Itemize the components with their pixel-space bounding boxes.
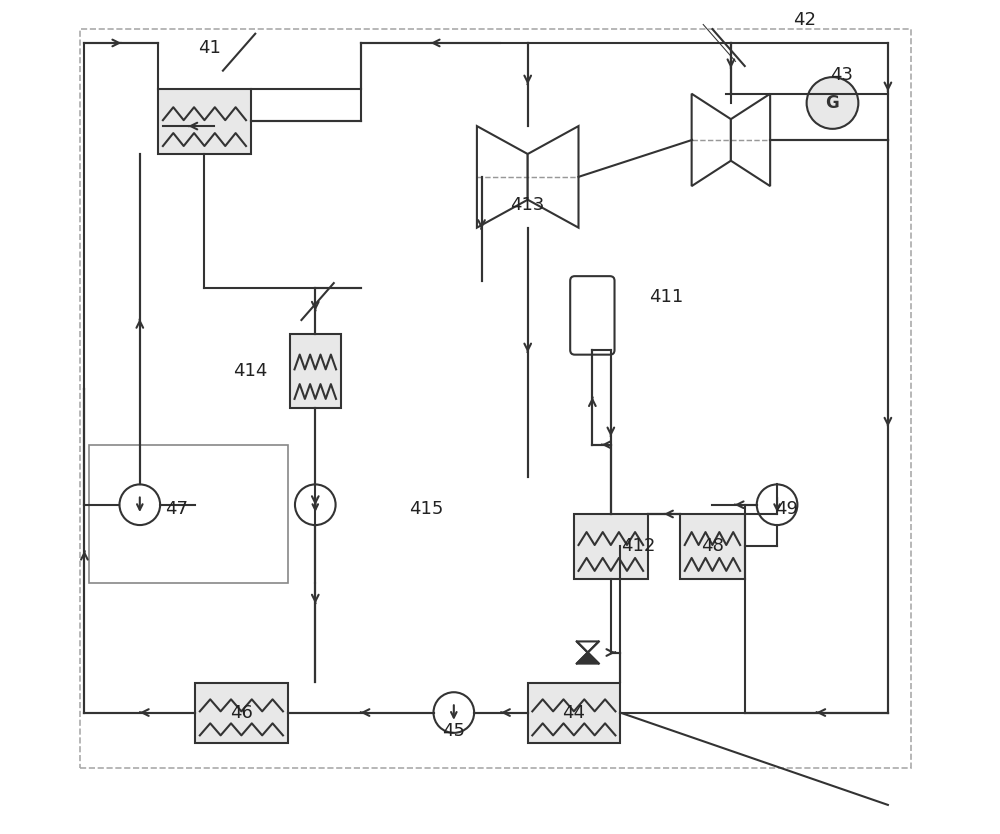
Polygon shape bbox=[577, 652, 599, 664]
Circle shape bbox=[757, 485, 797, 525]
Text: 43: 43 bbox=[830, 66, 853, 84]
Bar bbox=[528, 682, 620, 742]
Polygon shape bbox=[528, 126, 579, 228]
Bar bbox=[195, 682, 288, 742]
Polygon shape bbox=[731, 93, 770, 186]
Text: 47: 47 bbox=[165, 500, 188, 519]
Text: 415: 415 bbox=[409, 500, 443, 519]
Bar bbox=[680, 514, 745, 579]
Bar bbox=[80, 29, 911, 768]
Text: 46: 46 bbox=[230, 704, 253, 721]
Text: 42: 42 bbox=[793, 11, 816, 29]
Circle shape bbox=[295, 485, 336, 525]
Polygon shape bbox=[692, 93, 731, 186]
Text: 49: 49 bbox=[775, 500, 798, 519]
Polygon shape bbox=[477, 126, 528, 228]
Circle shape bbox=[807, 77, 858, 128]
Text: 44: 44 bbox=[562, 704, 585, 721]
Text: 414: 414 bbox=[233, 362, 268, 379]
Text: G: G bbox=[826, 94, 839, 112]
Text: 412: 412 bbox=[621, 537, 656, 555]
Text: 411: 411 bbox=[649, 288, 683, 306]
Text: 45: 45 bbox=[442, 722, 465, 740]
Circle shape bbox=[434, 692, 474, 733]
Text: 413: 413 bbox=[511, 196, 545, 214]
FancyBboxPatch shape bbox=[570, 276, 615, 354]
Bar bbox=[158, 89, 251, 153]
Circle shape bbox=[119, 485, 160, 525]
Bar bbox=[290, 334, 341, 408]
Bar bbox=[89, 445, 288, 583]
Bar bbox=[574, 514, 648, 579]
Text: 41: 41 bbox=[198, 38, 221, 57]
Polygon shape bbox=[577, 641, 599, 652]
Text: 48: 48 bbox=[701, 537, 724, 555]
